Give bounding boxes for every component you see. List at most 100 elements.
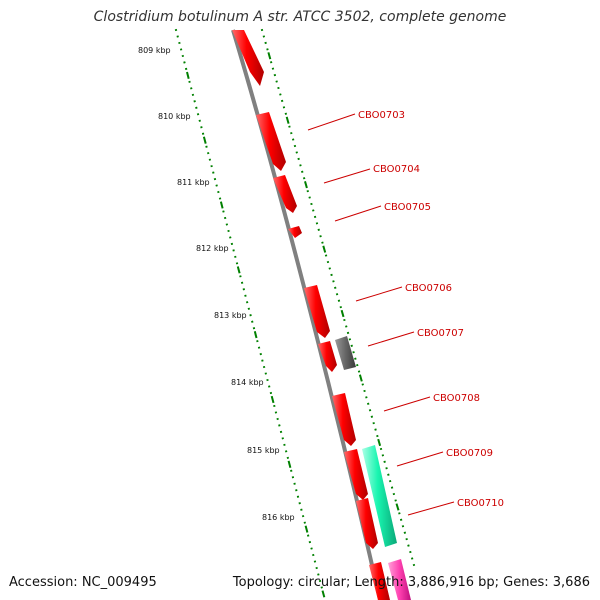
minor-tick [337, 299, 341, 302]
minor-tick [310, 547, 313, 550]
gene-label-leader [307, 113, 356, 131]
minor-tick [352, 351, 355, 354]
minor-tick [301, 170, 304, 173]
minor-tick [229, 236, 232, 239]
minor-tick [249, 314, 252, 317]
gene-label-cbo0708: CBO0708 [433, 393, 480, 404]
minor-tick [354, 357, 357, 360]
minor-tick [399, 518, 403, 521]
minor-tick [407, 544, 410, 547]
scale-label-812-kbp: 812 kbp [196, 244, 229, 253]
minor-tick [317, 228, 320, 231]
minor-tick [381, 454, 385, 457]
minor-tick [302, 177, 306, 180]
minor-tick [357, 370, 361, 373]
map-title: Clostridium botulinum A str. ATCC 3502, … [93, 9, 507, 25]
minor-tick [409, 550, 412, 554]
minor-tick [383, 460, 386, 463]
minor-tick [280, 99, 284, 103]
minor-tick [370, 415, 374, 418]
minor-tick [398, 512, 401, 515]
minor-tick [319, 235, 322, 238]
cds-feature-cbo0703 [256, 112, 286, 171]
cds-feature [369, 562, 390, 600]
scale-label-809-kbp: 809 kbp [138, 46, 171, 55]
minor-tick [290, 469, 293, 472]
minor-tick [306, 190, 309, 193]
minor-tick [193, 100, 196, 103]
gene-label-leader [323, 168, 371, 184]
major-tick [202, 136, 207, 144]
minor-tick [259, 352, 262, 356]
gene-label-cbo0704: CBO0704 [373, 164, 420, 175]
minor-tick [339, 306, 342, 309]
minor-tick [385, 467, 388, 470]
gene-label-cbo0710: CBO0710 [457, 498, 504, 509]
minor-tick [198, 119, 201, 122]
minor-tick [334, 286, 337, 289]
cds-feature-pink [388, 559, 411, 600]
accession-text: Accession: NC_009495 [9, 575, 157, 590]
minor-tick [244, 294, 247, 297]
cds-feature [232, 30, 264, 86]
major-tick [285, 116, 290, 124]
minor-tick [308, 540, 312, 544]
minor-tick [376, 434, 379, 438]
minor-tick [361, 383, 364, 386]
minor-tick [215, 184, 218, 187]
minor-tick [315, 222, 319, 225]
minor-tick [283, 443, 286, 446]
minor-tick [279, 93, 282, 96]
gene-label-cbo0705: CBO0705 [384, 202, 431, 213]
minor-tick [245, 301, 249, 304]
minor-tick [288, 125, 291, 128]
minor-tick [356, 364, 359, 367]
minor-tick [277, 86, 280, 90]
major-tick [270, 395, 275, 404]
minor-tick [328, 267, 331, 270]
minor-tick [390, 486, 394, 489]
minor-tick [348, 338, 352, 341]
minor-tick [363, 389, 366, 393]
minor-tick [310, 202, 313, 206]
minor-tick [321, 241, 324, 244]
minor-tick [247, 307, 251, 310]
major-tick [340, 309, 345, 318]
minor-tick [326, 260, 330, 264]
minor-tick [274, 411, 278, 414]
major-tick [267, 52, 272, 60]
major-tick [377, 438, 382, 447]
minor-tick [282, 106, 286, 109]
minor-tick [273, 73, 277, 77]
cds-feature-cbo0706 [304, 285, 330, 338]
major-tick [358, 374, 363, 382]
major-tick [395, 503, 400, 511]
minor-tick [227, 229, 230, 233]
scale-tick-dots [174, 28, 326, 598]
minor-tick [284, 112, 288, 115]
gene-label-cbo0709: CBO0709 [446, 448, 493, 459]
cds-feature-cbo0709 [344, 449, 368, 500]
minor-tick [295, 151, 298, 154]
minor-tick [315, 566, 318, 570]
minor-tick [320, 586, 323, 589]
minor-tick [276, 417, 279, 421]
minor-tick [374, 428, 377, 431]
gene-label-cbo0706: CBO0706 [405, 283, 452, 294]
minor-tick [346, 331, 350, 335]
minor-tick [350, 344, 353, 347]
major-tick [253, 331, 258, 339]
gene-label-leader [383, 396, 431, 412]
minor-tick [251, 320, 254, 323]
minor-tick [312, 553, 315, 557]
scale-label-810-kbp: 810 kbp [158, 112, 191, 121]
minor-tick [281, 437, 284, 440]
gene-label-cbo0703: CBO0703 [358, 110, 405, 121]
minor-tick [190, 87, 193, 90]
minor-tick [257, 346, 261, 349]
minor-tick [412, 563, 416, 567]
minor-tick [222, 210, 225, 213]
gene-label-leader [407, 501, 455, 516]
cds-feature-cbo0707-gray [335, 336, 356, 370]
